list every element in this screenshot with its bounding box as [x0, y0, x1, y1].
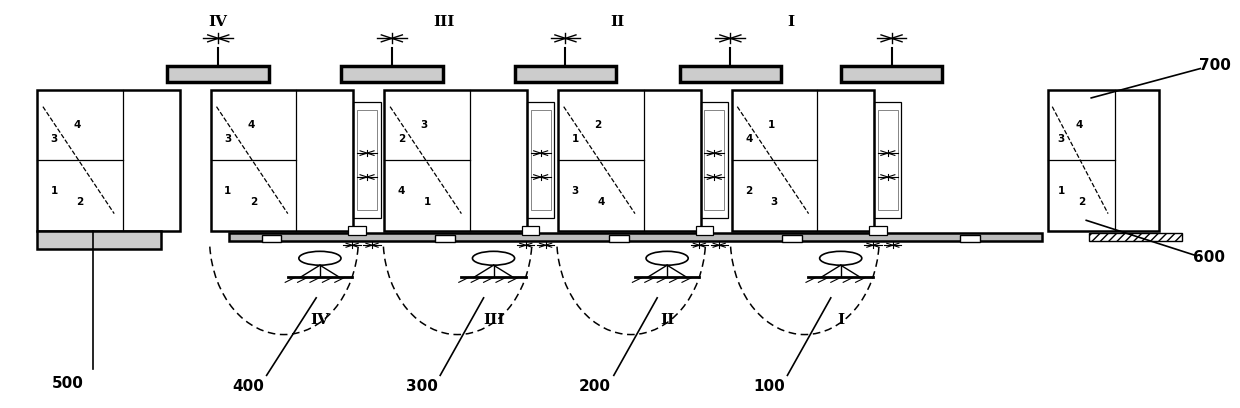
Bar: [680, 66, 781, 82]
Text: 600: 600: [1193, 250, 1225, 264]
Bar: [262, 235, 281, 242]
Bar: [341, 66, 443, 82]
Text: I: I: [837, 313, 844, 327]
Bar: [841, 66, 942, 82]
Text: 1: 1: [572, 134, 579, 144]
Text: 1: 1: [424, 197, 430, 207]
Text: 3: 3: [572, 186, 579, 196]
Bar: [522, 226, 539, 235]
Text: 3: 3: [771, 197, 777, 207]
Text: 100: 100: [753, 379, 785, 394]
Bar: [609, 235, 629, 242]
Bar: [357, 110, 377, 210]
Bar: [558, 90, 701, 231]
Text: 1: 1: [768, 120, 775, 130]
Text: III: III: [433, 16, 455, 29]
Bar: [348, 226, 366, 235]
Bar: [701, 102, 728, 218]
Text: IV: IV: [310, 313, 330, 327]
Bar: [874, 102, 901, 218]
Text: 3: 3: [51, 134, 58, 144]
Text: 1: 1: [224, 186, 232, 196]
Text: III: III: [482, 313, 505, 327]
Bar: [869, 226, 887, 235]
Text: IV: IV: [208, 16, 228, 29]
Text: 700: 700: [1199, 58, 1231, 73]
Text: 4: 4: [598, 197, 604, 207]
Text: 1: 1: [51, 186, 58, 196]
Text: 4: 4: [745, 134, 753, 144]
Bar: [732, 90, 874, 231]
Bar: [531, 110, 551, 210]
Text: 4: 4: [73, 120, 81, 130]
Bar: [211, 90, 353, 231]
Bar: [353, 102, 381, 218]
Text: 200: 200: [579, 379, 611, 394]
Text: 400: 400: [232, 379, 264, 394]
Text: 3: 3: [224, 134, 232, 144]
Text: 2: 2: [1078, 197, 1085, 207]
Text: 2: 2: [250, 197, 257, 207]
Bar: [1048, 90, 1159, 231]
Text: 4: 4: [247, 120, 254, 130]
Bar: [229, 233, 1042, 241]
Bar: [782, 235, 802, 242]
Text: 3: 3: [420, 120, 428, 130]
Text: 2: 2: [745, 186, 753, 196]
Text: 2: 2: [594, 120, 601, 130]
Text: 3: 3: [1058, 134, 1065, 144]
Text: 4: 4: [398, 186, 405, 196]
Text: 4: 4: [1075, 120, 1083, 130]
Text: II: II: [610, 16, 625, 29]
Text: 2: 2: [398, 134, 405, 144]
Bar: [384, 90, 527, 231]
Bar: [1089, 233, 1182, 241]
Bar: [704, 110, 724, 210]
Bar: [527, 102, 554, 218]
Bar: [167, 66, 269, 82]
Text: 300: 300: [405, 379, 438, 394]
Text: 2: 2: [77, 197, 83, 207]
Text: II: II: [660, 313, 675, 327]
Text: 500: 500: [52, 376, 84, 391]
Bar: [37, 231, 161, 249]
Bar: [696, 226, 713, 235]
Text: 1: 1: [1058, 186, 1065, 196]
Bar: [435, 235, 455, 242]
Bar: [878, 110, 898, 210]
Bar: [960, 235, 980, 242]
Bar: [37, 90, 180, 231]
Text: I: I: [787, 16, 795, 29]
Bar: [515, 66, 616, 82]
